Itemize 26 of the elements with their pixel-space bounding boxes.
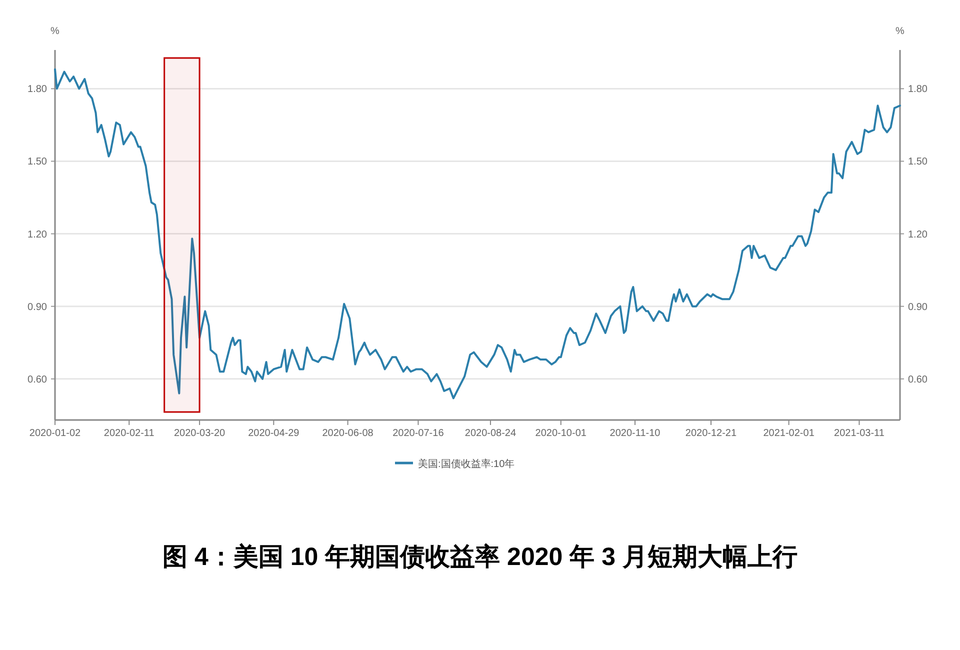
y2-tick-label: 1.50 [908,156,928,168]
y2-tick-label: 0.60 [908,374,928,386]
x-tick-label: 2020-02-11 [104,428,155,439]
x-tick-label: 2020-06-08 [322,428,374,439]
legend-label: 美国:国债收益率:10年 [418,458,515,470]
x-tick-label: 2020-03-20 [174,428,226,439]
x-tick-label: 2020-04-29 [248,428,300,439]
y-axis-title: % [50,26,60,37]
x-tick-label: 2021-03-11 [834,428,885,439]
x-tick-label: 2020-08-24 [464,428,516,439]
y2-tick-label: 1.20 [908,229,928,240]
y2-tick-label: 1.80 [908,84,928,96]
x-tick-label: 2020-11-10 [610,428,661,439]
y-tick-label: 1.50 [28,156,48,168]
y-tick-label: 0.60 [28,374,48,386]
x-tick-label: 2020-12-21 [685,428,737,439]
x-tick-label: 2020-01-02 [29,428,82,439]
x-tick-label: 2020-10-01 [535,428,587,439]
x-tick-label: 2021-02-01 [763,428,815,439]
x-tick-label: 2020-07-16 [392,428,444,439]
y-tick-label: 1.20 [28,229,48,240]
y2-tick-label: 0.90 [908,302,928,313]
y-tick-label: 1.80 [28,84,48,96]
text: 图 4：美国 10 年期国债收益率 2020 年 3 月短期大幅上行 [162,543,798,571]
y-tick-label: 0.90 [28,302,48,313]
y2-axis-title: % [896,26,905,37]
